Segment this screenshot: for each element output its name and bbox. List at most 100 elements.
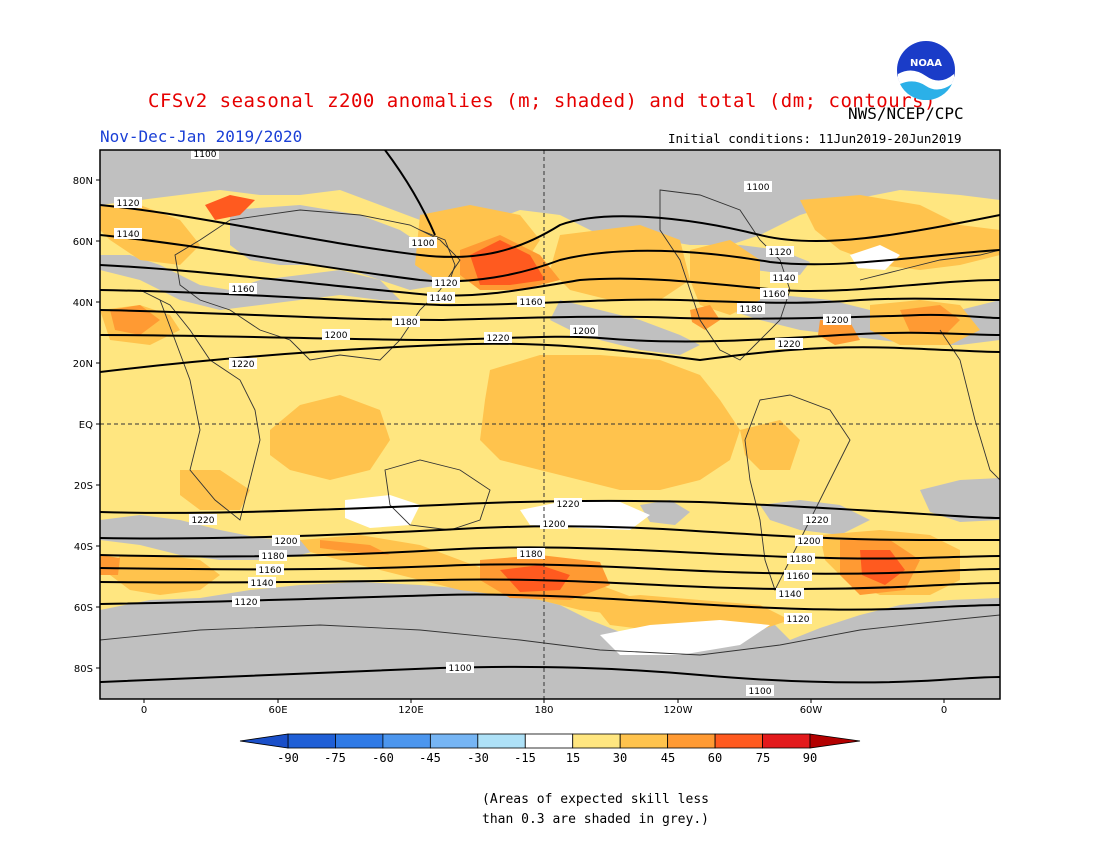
colorbar-segment (335, 733, 384, 749)
contour-label: 1180 (262, 552, 285, 562)
yo-indian-ocean (270, 395, 390, 480)
contour-label-1160: 1160 (517, 296, 545, 308)
contour-label: 1200 (798, 537, 821, 547)
contour-label-1160: 1160 (256, 564, 284, 576)
colorbar-segment (382, 733, 431, 749)
contour-label: 1140 (430, 294, 453, 304)
contour-label: 1160 (259, 566, 282, 576)
contour-label: 1120 (769, 248, 792, 258)
contour-label: 1200 (325, 331, 348, 341)
colorbar-segment (287, 733, 336, 749)
colorbar-tick: 30 (613, 751, 627, 765)
contour-label: 1160 (232, 285, 255, 295)
white-antarctic (600, 620, 770, 655)
yo-north-america-west (690, 240, 760, 315)
contour-label-1180: 1180 (517, 548, 545, 560)
contour-label-1200: 1200 (795, 535, 823, 547)
contour-label-1220: 1220 (803, 514, 831, 526)
orange-bermuda (818, 320, 860, 345)
latitude-labels: 80N 60N 40N 20N EQ 20S 40S 60S 80S (73, 176, 93, 675)
contour-label-1220: 1220 (554, 498, 582, 510)
yo-north-pacific (550, 225, 690, 300)
colorbar-tick: 75 (756, 751, 770, 765)
lat-label: 60S (74, 603, 93, 614)
orange-indian-south (320, 540, 390, 555)
contour-label-1220: 1220 (189, 514, 217, 526)
white-north-atlantic (850, 245, 900, 270)
contour-label-1160: 1160 (229, 283, 257, 295)
lon-label: 120W (664, 705, 693, 716)
colorbar-tick: 60 (708, 751, 722, 765)
contour-label-1140: 1140 (776, 588, 804, 600)
contour-label-1200: 1200 (570, 325, 598, 337)
colorbar-tick: -15 (514, 751, 536, 765)
lat-label: 40N (73, 298, 93, 309)
grey-north (100, 150, 1000, 245)
contour-label-1220: 1220 (775, 338, 803, 350)
contour-label-1100: 1100 (746, 685, 774, 697)
contour-label: 1220 (192, 516, 215, 526)
longitude-labels: 0 60E 120E 180 120W 60W 0 (141, 705, 947, 716)
contour-label-1160: 1160 (784, 570, 812, 582)
lon-label: 120E (398, 705, 423, 716)
colorbar-tick: -75 (324, 751, 346, 765)
lon-label: 60W (800, 705, 823, 716)
contour-label-1200: 1200 (322, 329, 350, 341)
contour-label-1200: 1200 (823, 314, 851, 326)
contour-label-group: 1120 1140 1160 1200 1220 1100 1120 1140 … (114, 148, 851, 697)
colorbar-segment (524, 733, 574, 749)
contour-label: 1200 (543, 520, 566, 530)
contour-label: 1200 (573, 327, 596, 337)
contour-label: 1200 (275, 537, 298, 547)
contour-label-1180: 1180 (392, 316, 420, 328)
colorbar-right-arrow (809, 733, 861, 749)
svg-text:NOAA: NOAA (910, 58, 942, 69)
contour-label-1100: 1100 (191, 148, 219, 160)
grey-small-pacific (640, 500, 690, 525)
yo-africa (180, 470, 250, 510)
contour-label: 1180 (790, 555, 813, 565)
contour-label: 1120 (117, 199, 140, 209)
colorbar-segment (619, 733, 669, 749)
contour-label-1140: 1140 (114, 228, 142, 240)
contour-label: 1140 (773, 274, 796, 284)
contour-label: 1160 (520, 298, 543, 308)
lat-label: EQ (79, 420, 93, 431)
redorange-kamchatka (470, 240, 545, 285)
contour-label: 1220 (557, 500, 580, 510)
yo-tropical-pacific (480, 355, 740, 490)
colorbar-segment (572, 733, 621, 749)
contour-label-1180: 1180 (737, 303, 765, 315)
colorbar-tick: 45 (661, 751, 675, 765)
lat-label: 20N (73, 359, 93, 370)
contour-label: 1180 (395, 318, 418, 328)
contour-label-1100: 1100 (409, 237, 437, 249)
colorbar-segment (667, 733, 716, 749)
contour-label: 1220 (806, 516, 829, 526)
skill-note-line2: than 0.3 are shaded in grey.) (482, 812, 709, 827)
lon-label: 0 (941, 705, 947, 716)
agency-label: NWS/NCEP/CPC (848, 104, 964, 123)
contour-label-1180: 1180 (259, 550, 287, 562)
contour-label-1140: 1140 (427, 292, 455, 304)
colorbar-segment (477, 733, 526, 749)
grey-central-asia (230, 205, 440, 290)
redorange-arctic (205, 195, 255, 220)
grey-south-atlantic (920, 478, 1000, 522)
orange-azores (900, 305, 960, 335)
colorbar-tick: -45 (419, 751, 441, 765)
contour-label-1120: 1120 (432, 277, 460, 289)
colorbar-tick: -60 (372, 751, 394, 765)
colorbar-tick: 90 (803, 751, 817, 765)
contour-label-1120: 1120 (114, 197, 142, 209)
contour-label-1200: 1200 (540, 518, 568, 530)
orange-mediterranean (110, 305, 160, 335)
forecast-period: Nov-Dec-Jan 2019/2020 (100, 127, 303, 146)
lat-ticks (96, 179, 100, 669)
contour-label-1100: 1100 (744, 181, 772, 193)
contour-label: 1120 (435, 279, 458, 289)
lat-label: 60N (73, 237, 93, 248)
contour-label-1140: 1140 (248, 577, 276, 589)
